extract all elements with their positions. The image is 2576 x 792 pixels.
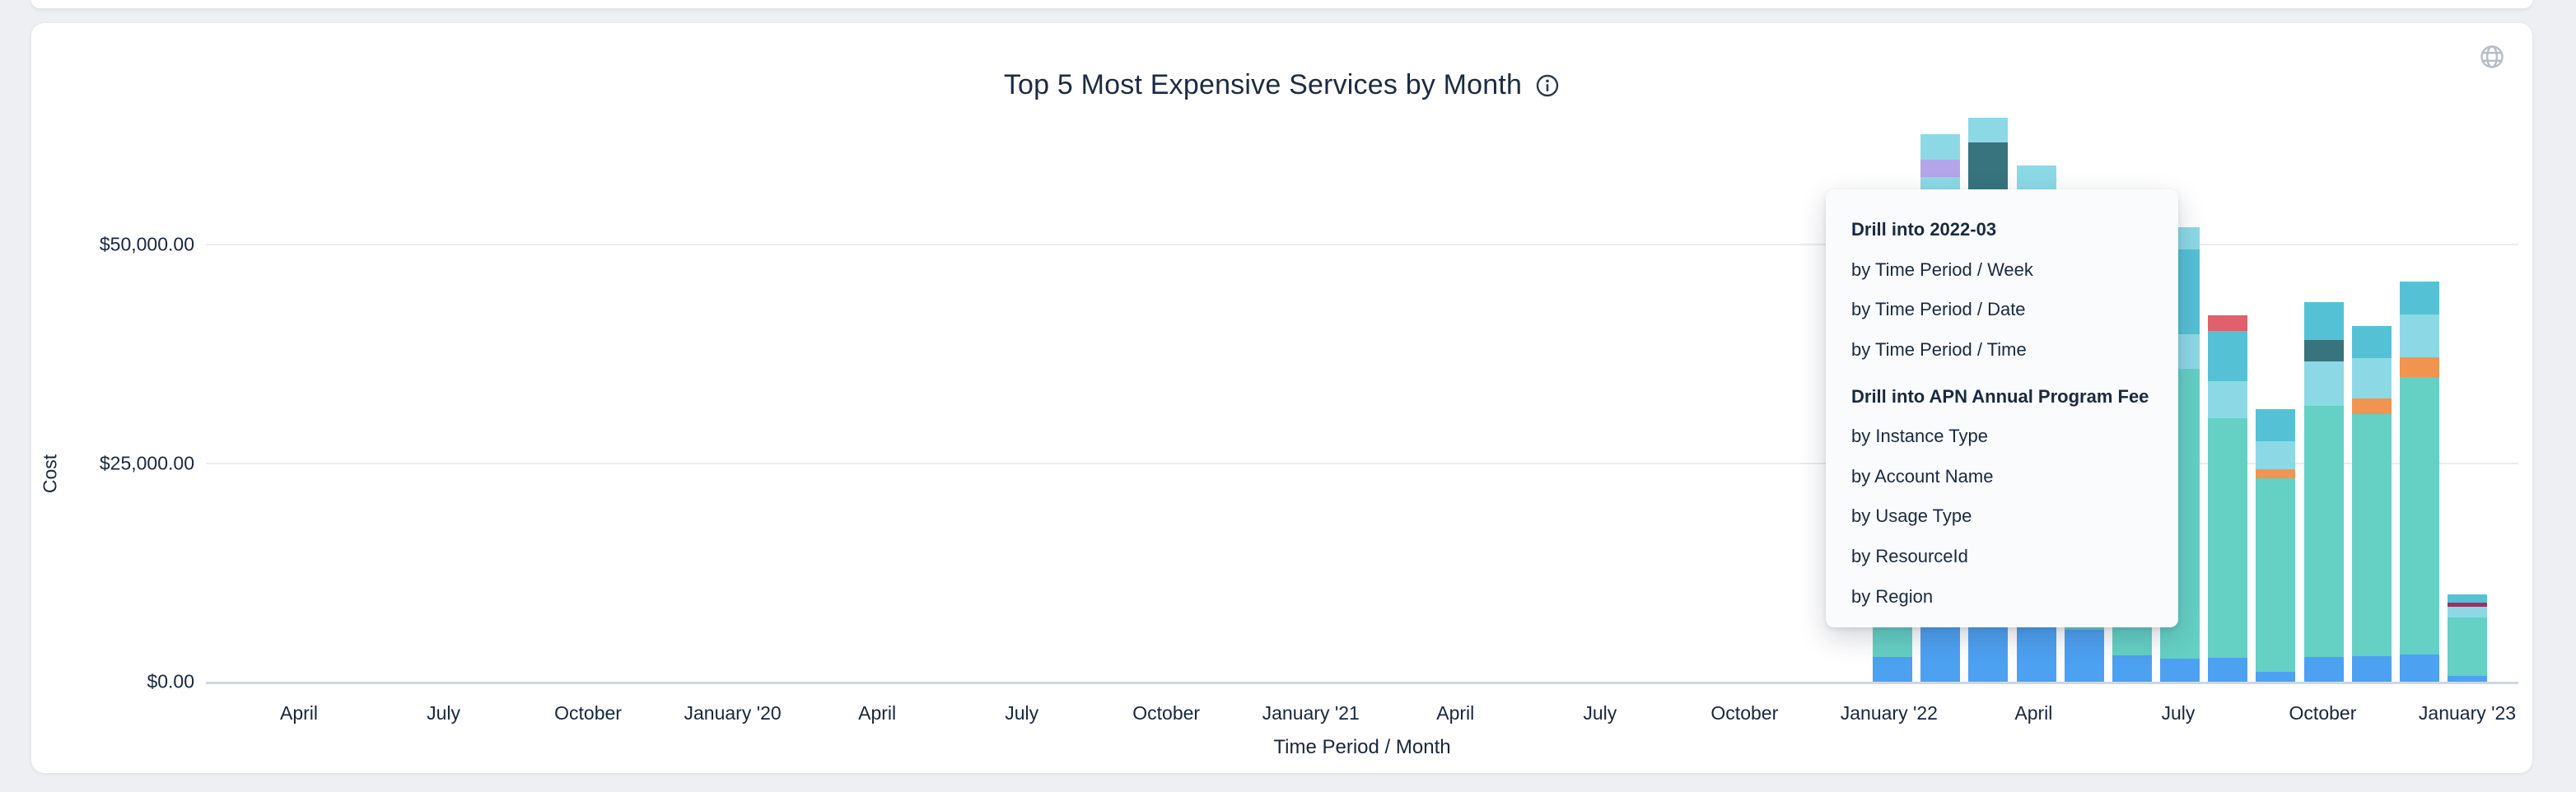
bar-segment-medium[interactable] [2351,325,2392,358]
bar-segment-medium[interactable] [2256,409,2296,441]
menu-item-by-account-name[interactable]: by Account Name [1851,465,1994,487]
bar-segment-sky[interactable] [1920,134,1961,161]
info-circle-icon[interactable] [1535,73,1560,98]
bar-segment-teal[interactable] [2303,406,2344,658]
menu-item-by-region[interactable]: by Region [1851,585,1934,607]
chart-title: Top 5 Most Expensive Services by Month [1003,69,1523,100]
bar-segment-blue[interactable] [2064,629,2104,682]
bar-segment-blue[interactable] [2208,658,2248,682]
y-tick-label: $50,000.00 [99,233,194,255]
bar-segment-blue[interactable] [2016,617,2056,682]
bar-segment-dark[interactable] [2303,339,2344,361]
x-tick-label: July [2161,702,2196,724]
upper-card-edge [31,0,2532,8]
bar-segment-blue[interactable] [1873,657,1912,682]
bar-segment-blue[interactable] [2256,672,2296,682]
bar-segment-orange[interactable] [2256,468,2296,478]
x-tick-label: January '21 [1262,702,1360,724]
drill-down-menu: Drill into 2022-03 by Time Period / Week b… [1826,189,2178,627]
bar-segment-blue[interactable] [2112,655,2152,682]
bar-2022-10[interactable] [2303,301,2344,682]
x-tick-label: January '22 [1840,702,1938,724]
bar-segment-teal[interactable] [2448,617,2488,677]
menu-item-by-time-period-time[interactable]: by Time Period / Time [1851,339,2027,361]
bar-2022-09[interactable] [2256,409,2296,682]
bar-2022-12[interactable] [2399,281,2439,682]
bar-segment-sky[interactable] [2256,440,2296,469]
bar-segment-lavender[interactable] [1920,160,1961,178]
x-tick-label: July [1005,702,1039,724]
gridline [206,462,2518,464]
x-tick-label: April [858,702,897,724]
bar-segment-blue[interactable] [2351,656,2392,682]
x-tick-label: October [554,702,622,724]
x-tick-label: January '20 [684,702,782,724]
bar-segment-orange[interactable] [2351,398,2392,414]
chart-header: Top 5 Most Expensive Services by Month [31,69,2532,101]
bar-segment-medium[interactable] [2303,301,2344,340]
x-tick-label: July [1583,702,1617,724]
bar-segment-sky[interactable] [2303,361,2344,407]
bar-segment-teal[interactable] [2351,413,2392,657]
bar-segment-blue[interactable] [1920,617,1961,682]
bar-2022-08[interactable] [2208,315,2248,682]
menu-item-by-time-period-week[interactable]: by Time Period / Week [1851,259,2033,280]
menu-item-drill-into-2022-03[interactable]: Drill into 2022-03 [1851,219,1997,240]
y-tick-label: $0.00 [147,670,194,692]
menu-item-by-resourceid[interactable]: by ResourceId [1851,546,1968,567]
menu-item-by-usage-type[interactable]: by Usage Type [1851,505,1972,527]
bar-segment-medium[interactable] [2399,281,2439,314]
bar-segment-blue[interactable] [1968,617,2009,682]
bar-segment-blue[interactable] [2399,655,2439,682]
bar-segment-sky[interactable] [1968,118,2009,143]
x-axis-title: Time Period / Month [1273,736,1451,758]
x-tick-label: April [2014,702,2053,724]
x-tick-label: January '23 [2418,702,2517,724]
x-axis-line [206,682,2518,684]
bar-segment-orange[interactable] [2399,357,2439,378]
gridline [206,244,2518,245]
bar-segment-teal[interactable] [2208,418,2248,658]
bar-2023-01[interactable] [2448,594,2488,682]
chart-card: Top 5 Most Expensive Services by Month C… [31,23,2532,773]
bar-segment-sky[interactable] [2351,357,2392,398]
bar-segment-medium[interactable] [2448,594,2488,603]
bar-segment-maroon[interactable] [2448,603,2488,607]
y-tick-label: $25,000.00 [99,452,194,473]
bar-2022-11[interactable] [2351,325,2392,682]
bar-segment-medium[interactable] [2208,330,2248,382]
x-tick-label: April [1436,702,1475,724]
bar-segment-teal[interactable] [2256,478,2296,673]
bar-segment-teal[interactable] [2399,377,2439,655]
x-tick-label: October [1132,702,1201,724]
bar-segment-sky[interactable] [2399,314,2439,358]
globe-icon[interactable] [2478,43,2506,71]
x-tick-label: October [2289,702,2357,724]
bar-segment-blue[interactable] [2303,657,2344,682]
bar-segment-blue[interactable] [2448,676,2488,682]
menu-item-by-time-period-date[interactable]: by Time Period / Date [1851,299,2026,320]
x-tick-label: July [427,702,460,724]
menu-item-drill-into-apn-annual-program-fee[interactable]: Drill into APN Annual Program Fee [1851,385,2149,407]
bar-segment-sky[interactable] [2448,606,2488,617]
bar-segment-sky[interactable] [2208,381,2248,419]
bar-segment-red[interactable] [2208,315,2248,331]
bar-segment-blue[interactable] [2160,658,2200,682]
menu-item-by-instance-type[interactable]: by Instance Type [1851,426,1988,447]
x-tick-label: April [279,702,319,724]
x-tick-label: October [1710,702,1779,724]
